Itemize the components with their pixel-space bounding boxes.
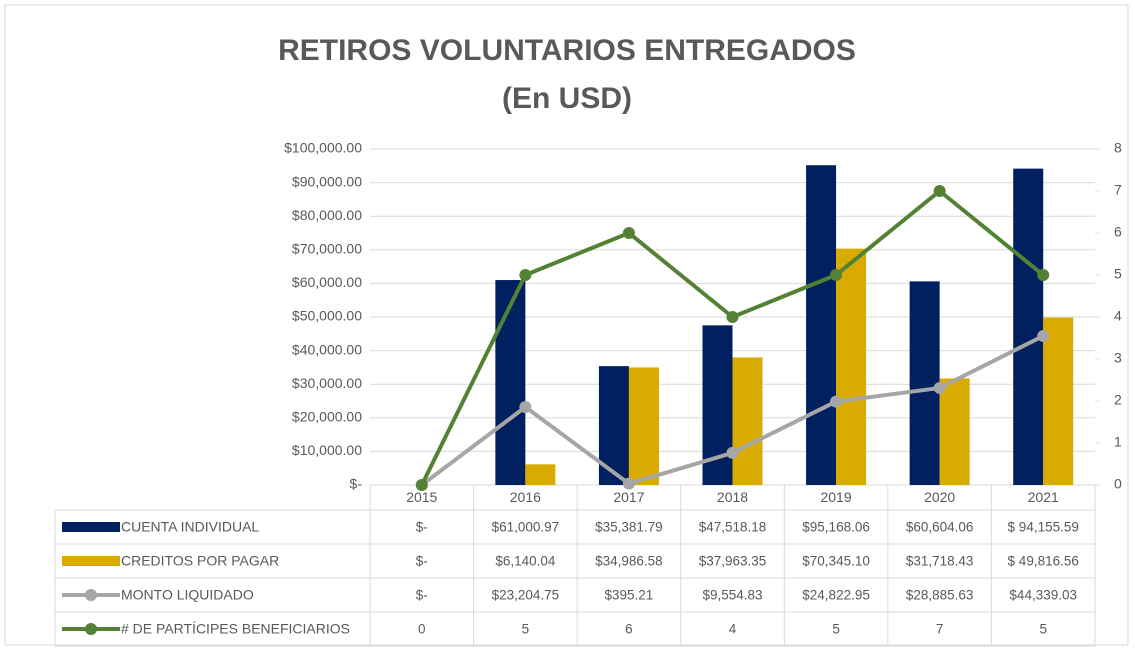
y-tick-label: $30,000.00 [292,375,362,391]
table-cell: $ 49,816.56 [1008,554,1079,569]
bar [909,281,940,485]
bar [628,367,659,485]
table-cell: 0 [418,622,426,637]
y-tick-label: $- [350,476,363,492]
table-cell: $60,604.06 [906,520,974,535]
y2-tick-label: 0 [1114,476,1122,492]
table-cell: $- [416,520,428,535]
legend-label: MONTO LIQUIDADO [121,587,254,603]
legend-key-marker [85,623,97,635]
y2-tick-label: 4 [1114,308,1122,324]
legend-label: CUENTA INDIVIDUAL [121,519,259,535]
table-cell: 5 [522,622,530,637]
x-tick-label: 2018 [717,489,748,505]
legend-label: CREDITOS POR PAGAR [121,553,279,569]
bar [806,165,837,485]
table-cell: $23,204.75 [492,588,560,603]
table-cell: $395.21 [605,588,654,603]
table-cell: 7 [936,622,944,637]
x-tick-label: 2015 [406,489,437,505]
y-tick-label: $10,000.00 [292,442,362,458]
line-marker [1037,269,1050,281]
x-tick-label: 2017 [613,489,644,505]
table-cell: 4 [729,622,737,637]
y2-tick-label: 6 [1114,224,1122,240]
y2-tick-label: 3 [1114,350,1122,366]
y2-tick-label: 5 [1114,266,1122,282]
table-cell: $24,822.95 [802,588,870,603]
table-cell: 5 [1039,622,1047,637]
x-tick-label: 2016 [510,489,541,505]
bar [525,464,556,485]
y-tick-label: $40,000.00 [292,341,362,357]
y2-tick-label: 7 [1114,182,1122,198]
x-tick-label: 2019 [820,489,851,505]
table-cell: $ 94,155.59 [1008,520,1079,535]
line-marker [415,479,428,491]
y-tick-label: $20,000.00 [292,409,362,425]
bar [732,357,763,485]
line-marker [519,269,532,281]
table-cell: $47,518.18 [699,520,767,535]
table-cell: $37,963.35 [699,554,767,569]
line-marker [622,477,635,490]
x-tick-label: 2021 [1028,489,1059,505]
line-marker [933,381,946,394]
table-cell: $28,885.63 [906,588,974,603]
line-marker [622,227,635,239]
y-tick-label: $90,000.00 [292,173,362,189]
legend-key [62,522,120,532]
table-cell: $95,168.06 [802,520,870,535]
y2-tick-label: 2 [1114,392,1122,408]
legend-key-marker [85,589,97,601]
table-cell: $6,140.04 [495,554,556,569]
y-tick-label: $50,000.00 [292,308,362,324]
y-tick-label: $70,000.00 [292,241,362,257]
y2-tick-label: 1 [1114,434,1122,450]
table-cell: $9,554.83 [702,588,762,603]
bar [1013,168,1044,486]
line-marker [1037,330,1050,343]
table-cell: $34,986.58 [595,554,663,569]
line-marker [933,185,946,197]
legend-key [62,556,120,566]
bar [1043,317,1074,485]
table-cell: $31,718.43 [906,554,974,569]
bar [836,248,867,485]
y2-tick-label: 8 [1114,140,1122,156]
chart-title: RETIROS VOLUNTARIOS ENTREGADOS [278,34,856,67]
y-tick-label: $100,000.00 [284,140,362,156]
line-marker [726,446,739,459]
table-cell: 6 [625,622,633,637]
line-marker [830,395,843,408]
legend-label: # DE PARTÍCIPES BENEFICIARIOS [121,621,350,637]
line-marker [830,269,843,281]
table-cell: $- [416,588,428,603]
table-cell: $44,339.03 [1009,588,1077,603]
bar [939,378,970,485]
line-marker [726,311,739,323]
line-marker [519,401,532,414]
chart-subtitle: (En USD) [502,82,632,115]
chart-frame [4,4,1129,646]
table-cell: 5 [832,622,840,637]
table-cell: $61,000.97 [492,520,560,535]
y-tick-label: $80,000.00 [292,207,362,223]
bar [495,280,526,485]
table-cell: $35,381.79 [595,520,663,535]
x-tick-label: 2020 [924,489,955,505]
y-tick-label: $60,000.00 [292,274,362,290]
table-cell: $- [416,554,428,569]
table-cell: $70,345.10 [802,554,870,569]
